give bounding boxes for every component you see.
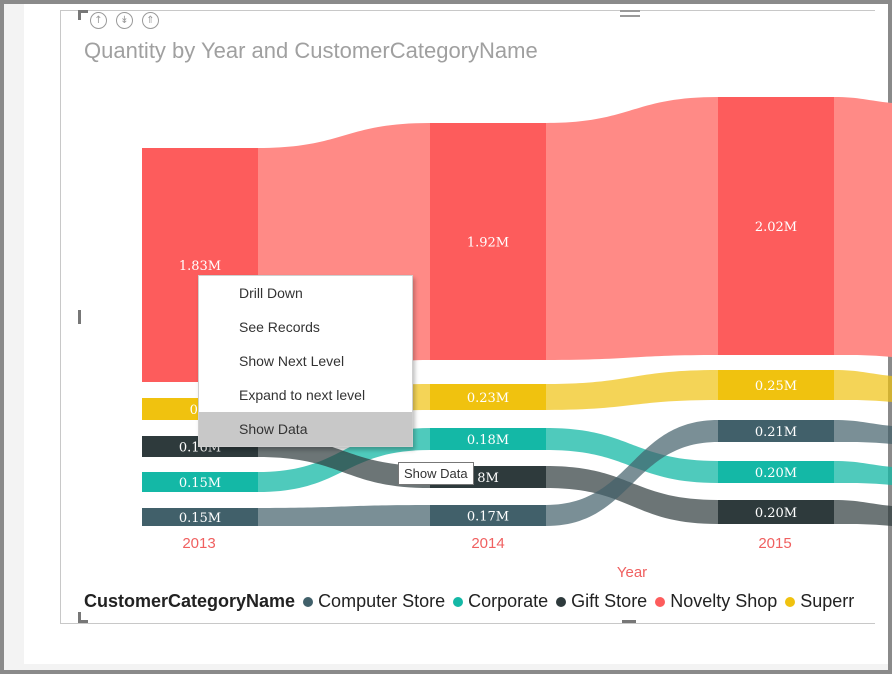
ribbon-corporate-tail[interactable] xyxy=(834,461,892,485)
x-tick-2013: 2013 xyxy=(182,535,215,552)
data-label-gift-store-2014: 8M xyxy=(477,471,499,486)
ribbon-computer-store-1[interactable] xyxy=(546,420,718,526)
legend-item-novelty-shop[interactable]: Novelty Shop xyxy=(655,591,777,612)
drill-down-all-icon[interactable]: ↡ xyxy=(116,12,133,29)
data-label-superr-2014: 0.23M xyxy=(467,391,509,406)
legend-title: CustomerCategoryName xyxy=(84,591,296,611)
drill-up-icon[interactable]: ↑ xyxy=(90,12,107,29)
tooltip: Show Data xyxy=(398,462,474,485)
legend-item-corporate[interactable]: Corporate xyxy=(453,591,548,612)
ribbon-novelty-shop-1[interactable] xyxy=(546,97,718,360)
resize-handle-top-left[interactable] xyxy=(78,10,88,13)
data-label-corporate-2013: 0.15M xyxy=(179,476,221,491)
menu-item-show-data[interactable]: Show Data xyxy=(199,412,412,446)
data-label-novelty-shop-2013: 1.83M xyxy=(179,259,221,274)
ribbon-corporate-1[interactable] xyxy=(546,428,718,483)
ribbon-superr-1[interactable] xyxy=(546,370,718,410)
data-label-computer-store-2013: 0.15M xyxy=(179,511,221,526)
bar-superr-2015[interactable] xyxy=(718,370,834,400)
menu-item-expand-to-next-level[interactable]: Expand to next level xyxy=(239,387,366,403)
visual-container[interactable] xyxy=(60,10,875,624)
data-label-computer-store-2015: 0.21M xyxy=(755,425,797,440)
resize-handle-bottom-left-v[interactable] xyxy=(78,612,81,622)
data-label-computer-store-2014: 0.17M xyxy=(467,510,509,525)
grip-icon[interactable] xyxy=(620,10,640,24)
data-label-novelty-shop-2015: 2.02M xyxy=(755,220,797,235)
visual-title: Quantity by Year and CustomerCategoryNam… xyxy=(84,38,538,63)
legend-dot-icon xyxy=(556,596,567,607)
ribbon-gift-store-0[interactable] xyxy=(258,436,430,488)
legend-item-computer-store[interactable]: Computer Store xyxy=(303,591,445,612)
menu-item-drill-down[interactable]: Drill Down xyxy=(239,285,303,301)
expand-all-icon[interactable]: ⇑ xyxy=(142,12,159,29)
x-tick-2015: 2015 xyxy=(758,535,791,552)
resize-handle-left[interactable] xyxy=(78,310,81,324)
x-axis-label: Year xyxy=(617,564,647,581)
ribbon-gift-store-1[interactable] xyxy=(546,466,718,524)
x-tick-2014: 2014 xyxy=(471,535,504,552)
resize-handle-bottom-left[interactable] xyxy=(78,620,88,623)
bar-corporate-2013[interactable] xyxy=(142,472,258,492)
bar-novelty-shop-2015[interactable] xyxy=(718,97,834,355)
data-label-corporate-2015: 0.20M xyxy=(755,466,797,481)
menu-item-see-records[interactable]: See Records xyxy=(239,319,320,335)
bar-computer-store-2015[interactable] xyxy=(718,420,834,442)
legend-dot-icon xyxy=(453,596,464,607)
data-label-novelty-shop-2014: 1.92M xyxy=(467,236,509,251)
ribbon-computer-store-tail[interactable] xyxy=(834,420,892,444)
menu-item-show-next-level[interactable]: Show Next Level xyxy=(239,353,345,369)
ribbon-superr-tail[interactable] xyxy=(834,370,892,402)
context-menu: Drill Down See Records Show Next Level E… xyxy=(198,275,413,447)
bar-novelty-shop-2014[interactable] xyxy=(430,123,546,360)
ribbon-gift-store-tail[interactable] xyxy=(834,500,892,526)
data-label-corporate-2014: 0.18M xyxy=(467,433,509,448)
legend-dot-icon xyxy=(303,596,314,607)
bar-superr-2014[interactable] xyxy=(430,384,546,410)
legend-item-supermarket[interactable]: Superr xyxy=(785,591,854,612)
legend-dot-icon xyxy=(785,596,796,607)
data-label-gift-store-2015: 0.20M xyxy=(755,506,797,521)
bar-computer-store-2014[interactable] xyxy=(430,505,546,526)
legend: CustomerCategoryName Computer Store Corp… xyxy=(84,591,862,612)
bar-corporate-2014[interactable] xyxy=(430,428,546,450)
legend-item-gift-store[interactable]: Gift Store xyxy=(556,591,647,612)
bar-computer-store-2013[interactable] xyxy=(142,508,258,526)
legend-dot-icon xyxy=(655,596,666,607)
ribbon-computer-store-0[interactable] xyxy=(258,505,430,526)
bar-corporate-2015[interactable] xyxy=(718,461,834,483)
resize-handle-top-left-v[interactable] xyxy=(78,10,81,20)
ribbon-novelty-shop-tail[interactable] xyxy=(834,97,892,357)
data-label-superr-2015: 0.25M xyxy=(755,379,797,394)
resize-handle-bottom[interactable] xyxy=(622,620,636,623)
bar-gift-store-2015[interactable] xyxy=(718,500,834,524)
